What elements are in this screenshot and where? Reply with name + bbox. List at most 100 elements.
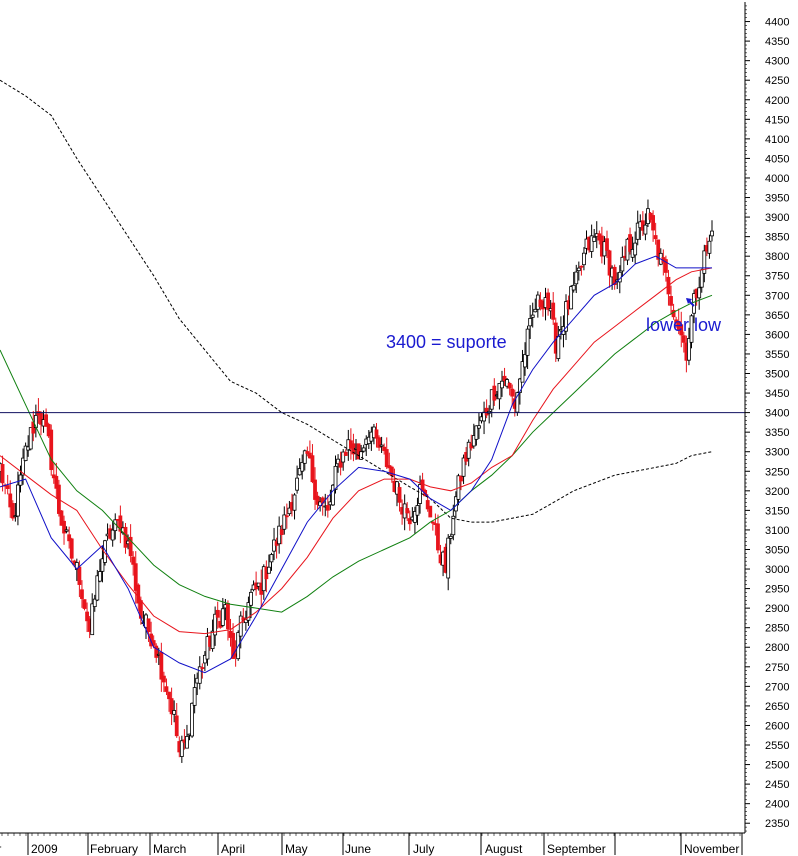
- candle: [10, 500, 15, 521]
- y-tick-label: 3250: [765, 466, 789, 478]
- x-tick-label: July: [413, 842, 434, 856]
- candle: [85, 602, 89, 633]
- candle: [269, 552, 274, 571]
- candle: [612, 264, 617, 290]
- candle: [689, 314, 694, 349]
- candle: [579, 265, 584, 276]
- candle: [197, 656, 202, 690]
- candle: [564, 294, 568, 341]
- candle: [333, 455, 338, 494]
- candle: [551, 292, 556, 325]
- candle: [502, 367, 507, 387]
- candle: [697, 276, 702, 310]
- candle: [387, 452, 392, 476]
- x-tick-label: April: [221, 842, 245, 856]
- x-tick-label: March: [153, 842, 186, 856]
- candle: [451, 504, 456, 541]
- y-tick-label: 2850: [765, 623, 789, 635]
- candle: [90, 593, 95, 636]
- candle: [525, 325, 530, 369]
- candle: [213, 606, 218, 646]
- y-tick-label: 4050: [765, 153, 789, 165]
- candle: [574, 264, 579, 294]
- candle: [146, 618, 151, 642]
- ma-mid-line: [0, 267, 713, 635]
- candle: [149, 621, 154, 649]
- candle: [300, 454, 305, 480]
- x-tick-label: August: [485, 842, 523, 856]
- y-tick-label: 3200: [765, 486, 789, 498]
- candle: [397, 483, 402, 512]
- y-tick-label: 2500: [765, 760, 789, 772]
- moving-averages-group: [0, 79, 713, 674]
- y-tick-label: 3400: [765, 408, 789, 420]
- candle: [459, 475, 463, 491]
- candle: [97, 559, 102, 583]
- candle: [297, 458, 302, 476]
- candle: [118, 505, 123, 544]
- candle: [95, 569, 100, 602]
- candle: [246, 596, 251, 626]
- y-tick-label: 3050: [765, 544, 789, 556]
- candle: [520, 349, 525, 383]
- candle: [382, 443, 387, 455]
- candle: [669, 285, 673, 315]
- y-tick-label: 3750: [765, 271, 789, 283]
- candle: [651, 210, 655, 242]
- candle: [620, 246, 625, 278]
- candle: [282, 506, 287, 535]
- candle: [436, 514, 440, 554]
- y-tick-label: 2400: [765, 799, 789, 811]
- candle: [100, 545, 105, 583]
- y-tick-label: 2950: [765, 584, 789, 596]
- x-tick-label: May: [285, 842, 308, 856]
- candle: [341, 449, 346, 471]
- candle: [589, 224, 594, 258]
- candle: [167, 691, 171, 712]
- candle: [210, 619, 215, 652]
- candle: [331, 484, 335, 506]
- candle: [200, 663, 205, 679]
- y-tick-label: 4200: [765, 95, 789, 107]
- y-tick-label: 3700: [765, 290, 789, 302]
- y-tick-label: 3900: [765, 212, 789, 224]
- candle: [310, 444, 315, 484]
- candle: [287, 500, 292, 516]
- candle: [679, 311, 684, 348]
- candle: [190, 702, 194, 738]
- y-tick-label: 2700: [765, 681, 789, 693]
- candle: [59, 510, 64, 526]
- ma-long-line: [0, 294, 713, 613]
- y-tick-label: 3550: [765, 349, 789, 361]
- candle: [220, 597, 225, 628]
- candle: [80, 580, 84, 608]
- y-tick-label: 4400: [765, 17, 789, 29]
- x-axis: mber 2009 February March April May June July Aug…: [0, 832, 745, 856]
- candle: [284, 503, 289, 529]
- candle: [384, 437, 389, 469]
- candle: [82, 599, 87, 611]
- y-tick-label: 3500: [765, 369, 789, 381]
- y-tick-label: 3600: [765, 329, 789, 341]
- candle: [49, 424, 54, 476]
- candle: [16, 471, 20, 526]
- candle: [69, 537, 74, 563]
- candle: [505, 378, 510, 389]
- candle: [377, 435, 381, 451]
- candle: [582, 247, 586, 271]
- candle: [185, 724, 189, 749]
- candle: [131, 551, 136, 576]
- candle: [215, 601, 220, 629]
- candle: [343, 449, 348, 456]
- candle: [528, 305, 533, 339]
- y-tick-label: 2800: [765, 642, 789, 654]
- candle: [54, 462, 59, 500]
- y-tick-label: 4250: [765, 75, 789, 87]
- candle: [643, 213, 648, 241]
- candle: [497, 382, 502, 410]
- candle: [510, 384, 515, 407]
- candle: [231, 623, 235, 659]
- candle: [707, 234, 712, 259]
- candle: [569, 285, 574, 310]
- y-tick-label: 2600: [765, 720, 789, 732]
